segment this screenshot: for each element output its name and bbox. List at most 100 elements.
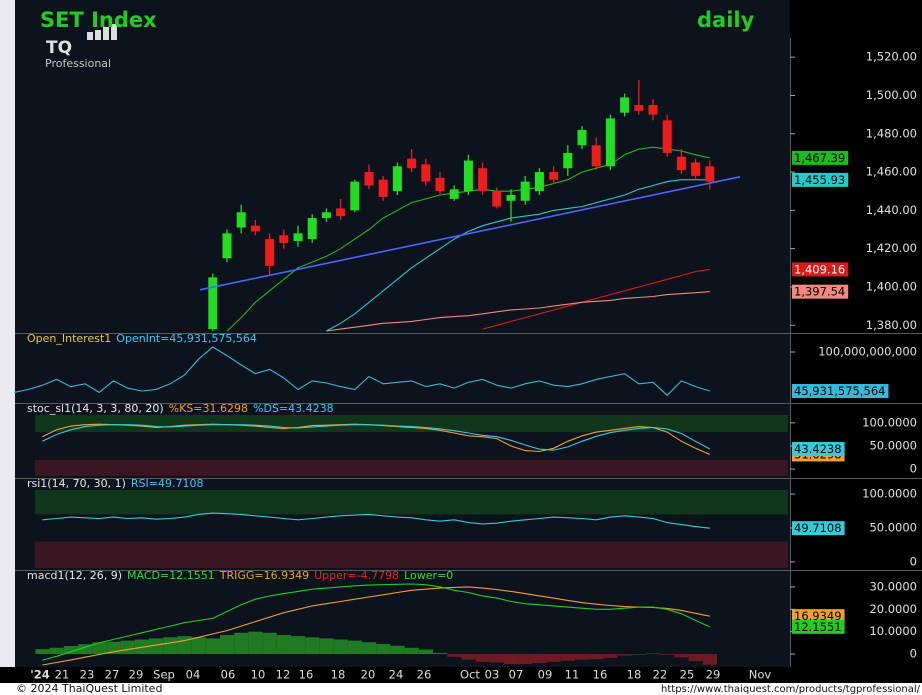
last-value-box xyxy=(792,442,845,457)
logo-subtext: Professional xyxy=(45,57,111,70)
x-tick-label: 25 xyxy=(680,668,695,682)
y-tick-label: 1,420.00 xyxy=(866,241,917,255)
histogram-bar xyxy=(120,640,135,655)
candle-body xyxy=(350,181,360,211)
candle-body xyxy=(307,218,317,240)
band xyxy=(35,541,788,568)
last-value-box xyxy=(792,619,845,634)
x-tick-label: 27 xyxy=(105,668,120,682)
last-value-box xyxy=(792,284,849,299)
logo-block xyxy=(87,32,93,40)
last-value-label: 45,931,575,564 xyxy=(794,384,885,398)
candle-body xyxy=(620,97,630,113)
histogram-bar xyxy=(191,637,206,655)
last-value-box xyxy=(792,150,849,165)
x-tick-label: 16 xyxy=(299,668,314,682)
y-tick-label: 30.0000 xyxy=(869,579,917,593)
candle-body xyxy=(449,189,459,199)
histogram-bar xyxy=(518,654,533,665)
x-tick-label: Nov xyxy=(749,668,772,682)
histogram-bar xyxy=(546,654,561,662)
histogram-bar xyxy=(376,643,391,655)
x-tick-label: 10 xyxy=(251,668,266,682)
last-value-box xyxy=(792,609,845,624)
candle-body xyxy=(534,172,544,192)
y-tick-label: 1,380.00 xyxy=(866,318,917,332)
candle-body xyxy=(549,172,559,180)
candle-body xyxy=(407,158,417,169)
histogram-bar xyxy=(276,635,291,655)
header-part: Lower=0 xyxy=(404,569,453,582)
y-tick-label: 1,520.00 xyxy=(866,50,917,64)
histogram-bar xyxy=(589,654,604,660)
candle-body xyxy=(208,277,218,330)
histogram-bar xyxy=(475,654,490,662)
y-tick-label: 1,460.00 xyxy=(866,165,917,179)
histogram-bar xyxy=(177,636,192,655)
x-tick-label: 24 xyxy=(389,668,404,682)
last-value-label: 12.1551 xyxy=(794,620,842,634)
histogram-bar xyxy=(35,649,50,655)
x-tick-label: 18 xyxy=(331,668,346,682)
candle-body xyxy=(591,145,601,167)
histogram-bar xyxy=(248,631,263,655)
x-tick-label: 07 xyxy=(509,668,524,682)
header-part: MACD=12.1551 xyxy=(127,569,215,582)
histogram-bar xyxy=(702,654,717,665)
candle-body xyxy=(279,235,289,243)
y-tick-label: 1,400.00 xyxy=(866,279,917,293)
candle-body xyxy=(250,225,260,232)
x-axis-area xyxy=(0,667,922,683)
header-part: TRIGG=16.9349 xyxy=(219,569,309,582)
histogram-bar xyxy=(220,635,235,655)
last-value-label: 1,409.16 xyxy=(794,262,845,276)
panel-header: stoc_sl1(14, 3, 3, 80, 20) %KS=31.6298 %DS… xyxy=(27,402,334,415)
y-tick-label: 50.0000 xyxy=(869,438,917,452)
last-value-box xyxy=(792,172,849,187)
y-tick-label: 0 xyxy=(910,647,917,661)
band xyxy=(35,459,788,476)
histogram-bar xyxy=(149,638,164,655)
indicator-line xyxy=(326,179,710,332)
histogram-bar xyxy=(234,632,249,655)
band xyxy=(35,415,788,433)
chart-subtitle: daily xyxy=(697,8,755,32)
x-tick-label: 22 xyxy=(653,668,668,682)
header-part: Open_Interest1 xyxy=(27,332,111,345)
candle-body xyxy=(705,166,715,182)
y-tick-label: 10.0000 xyxy=(869,624,917,638)
histogram-bar xyxy=(603,654,618,658)
header-part: OpenInt=45,931,575,564 xyxy=(116,332,257,345)
footer-right: https://www.thaiquest.com/products/tgpro… xyxy=(661,684,921,695)
histogram-bar xyxy=(575,654,590,660)
histogram-bar xyxy=(404,647,419,655)
last-value-box xyxy=(792,521,845,536)
histogram-bar xyxy=(660,654,675,655)
candle-body xyxy=(222,233,232,259)
chart-title: SET Index xyxy=(40,8,157,32)
y-tick-label: 0 xyxy=(910,554,917,568)
last-value-label: 1,467.39 xyxy=(794,151,845,165)
candle-body xyxy=(392,166,402,192)
candle-body xyxy=(435,177,445,192)
last-value-box xyxy=(792,262,849,277)
last-value-label: 1,455.93 xyxy=(794,173,845,187)
y-tick-label: 100.0000 xyxy=(862,487,917,501)
candle-body xyxy=(520,181,530,201)
x-tick-label: 29 xyxy=(129,668,144,682)
logo-block xyxy=(103,27,109,40)
histogram-bar xyxy=(560,654,575,661)
candle-body xyxy=(691,162,701,176)
candle-body xyxy=(605,118,615,167)
left-border xyxy=(0,0,15,683)
indicator-line xyxy=(13,346,710,397)
header-part: RSI=49.7108 xyxy=(131,477,204,490)
x-tick-label: 23 xyxy=(80,668,95,682)
y-tick-label: 20.0000 xyxy=(869,602,917,616)
y-tick-label: 1,440.00 xyxy=(866,203,917,217)
candle-body xyxy=(463,160,473,192)
candle-body xyxy=(563,152,573,169)
x-tick-label: 26 xyxy=(417,668,432,682)
